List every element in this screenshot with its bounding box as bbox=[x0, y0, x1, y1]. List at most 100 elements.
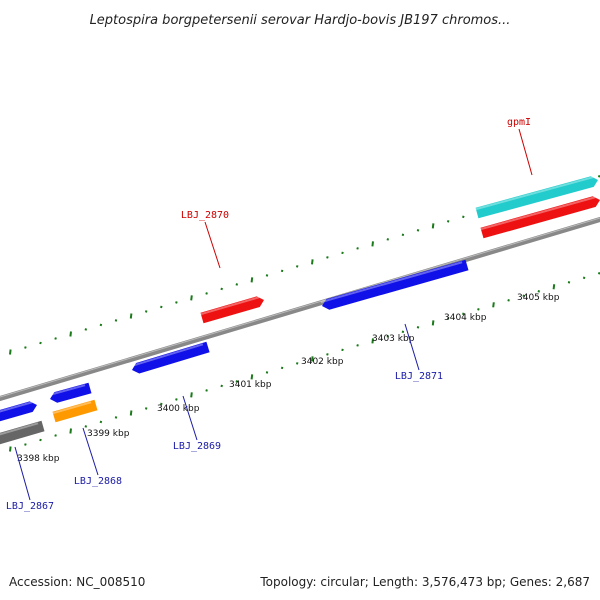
outer-tick bbox=[84, 328, 88, 331]
gene-arrow-red-lbj2870 bbox=[200, 296, 264, 324]
inner-tick bbox=[84, 425, 88, 428]
inner-tick bbox=[250, 374, 254, 380]
outer-tick bbox=[9, 349, 12, 355]
inner-tick bbox=[462, 312, 465, 316]
inner-tick bbox=[265, 371, 269, 374]
gene-leader-line bbox=[204, 221, 221, 269]
inner-tick bbox=[24, 443, 27, 446]
outer-tick bbox=[341, 251, 344, 255]
inner-tick bbox=[401, 330, 405, 334]
tick-label: 3399 kbp bbox=[87, 429, 130, 439]
feature-layer bbox=[0, 176, 600, 445]
inner-tick bbox=[507, 299, 510, 302]
outer-tick bbox=[250, 277, 254, 283]
inner-tick bbox=[54, 434, 57, 437]
gene-arrow-blue-lbj2871 bbox=[322, 259, 469, 310]
outer-tick bbox=[160, 305, 163, 309]
outer-tick bbox=[462, 215, 465, 219]
gene-arrow-blue-left-1-shine bbox=[0, 401, 33, 413]
backbone-line bbox=[0, 216, 600, 402]
gene-label: LBJ_2871 bbox=[395, 371, 443, 382]
gene-arrow-blue-2 bbox=[50, 382, 92, 403]
backbone-highlight bbox=[0, 217, 600, 398]
outer-tick bbox=[99, 323, 103, 327]
outer-tick bbox=[265, 274, 269, 277]
outer-tick bbox=[356, 247, 359, 250]
outer-tick bbox=[69, 331, 72, 337]
outer-tick bbox=[129, 313, 133, 319]
outer-tick bbox=[295, 265, 299, 268]
map-title: Leptospira borgpetersenii serovar Hardjo… bbox=[90, 13, 511, 28]
gene-label: LBJ_2868 bbox=[74, 476, 122, 487]
inner-tick bbox=[326, 353, 329, 356]
gene-arrow-blue-3 bbox=[132, 341, 210, 374]
gene-arrow-red-gpmi-shine bbox=[480, 196, 596, 231]
inner-tick bbox=[114, 416, 118, 419]
outer-tick bbox=[235, 283, 239, 286]
inner-tick bbox=[39, 438, 42, 442]
gene-block-orange-shine bbox=[52, 401, 92, 415]
tick-label: 3405 kbp bbox=[517, 293, 560, 303]
tick-label: 3402 kbp bbox=[301, 357, 344, 367]
inner-tick bbox=[522, 294, 525, 298]
gene-leader-line bbox=[518, 128, 533, 176]
outer-tick bbox=[24, 346, 27, 349]
tick-label: 3401 kbp bbox=[229, 380, 272, 390]
gene-block-gray-1-shine bbox=[0, 422, 39, 436]
inner-tick bbox=[341, 348, 344, 352]
inner-tick bbox=[386, 335, 390, 338]
inner-tick-ring bbox=[9, 271, 600, 452]
inner-tick bbox=[416, 326, 420, 329]
gene-arrow-cyan bbox=[475, 176, 598, 219]
tick-label: 3398 kbp bbox=[17, 454, 60, 464]
inner-tick bbox=[311, 356, 314, 362]
gene-label: gpmI bbox=[507, 117, 531, 128]
outer-tick bbox=[326, 256, 329, 259]
outer-tick bbox=[371, 241, 374, 247]
inner-tick bbox=[205, 389, 208, 392]
inner-tick bbox=[431, 320, 435, 326]
outer-tick bbox=[190, 295, 193, 301]
inner-tick bbox=[220, 384, 223, 388]
inner-tick bbox=[160, 402, 163, 406]
outer-tick bbox=[401, 233, 405, 237]
outer-tick bbox=[144, 310, 148, 313]
outer-tick bbox=[175, 301, 178, 304]
inner-tick bbox=[582, 276, 586, 280]
outer-tick bbox=[431, 223, 435, 229]
inner-tick bbox=[295, 362, 299, 365]
inner-tick bbox=[356, 344, 359, 347]
inner-tick bbox=[129, 410, 133, 416]
gene-arrow-blue-2-shine bbox=[48, 384, 86, 397]
outer-tick bbox=[597, 174, 600, 178]
inner-tick bbox=[492, 302, 495, 308]
tick-label: 3400 kbp bbox=[157, 404, 200, 414]
gene-leader-line bbox=[182, 395, 198, 441]
outer-tick bbox=[280, 269, 284, 273]
inner-tick bbox=[552, 284, 556, 290]
gene-arrow-red-gpmi bbox=[480, 196, 600, 239]
inner-tick bbox=[99, 420, 103, 424]
outer-tick bbox=[446, 220, 450, 223]
gene-leader-line bbox=[404, 323, 420, 371]
gene-leader-line bbox=[14, 446, 31, 501]
inner-tick bbox=[567, 280, 571, 284]
inner-tick bbox=[446, 317, 450, 320]
inner-tick bbox=[235, 380, 239, 383]
inner-tick bbox=[477, 308, 480, 311]
gene-arrow-red-lbj2870-shine bbox=[200, 296, 260, 316]
outer-tick bbox=[416, 229, 420, 232]
accession-text: Accession: NC_008510 bbox=[9, 575, 145, 589]
gene-label: LBJ_2869 bbox=[173, 441, 221, 452]
gene-arrow-cyan-shine bbox=[475, 176, 594, 211]
gene-block-orange bbox=[52, 399, 98, 423]
gene-block-gray-1 bbox=[0, 420, 45, 445]
gene-label-layer: LBJ_2867 LBJ_2868 LBJ_2869 LBJ_2870 LBJ_2871… bbox=[6, 117, 533, 512]
outer-tick bbox=[386, 238, 390, 241]
inner-tick bbox=[371, 338, 374, 344]
outer-tick bbox=[54, 337, 57, 340]
gene-label: LBJ_2867 bbox=[6, 501, 54, 512]
inner-tick bbox=[190, 392, 193, 398]
inner-tick bbox=[144, 407, 148, 410]
